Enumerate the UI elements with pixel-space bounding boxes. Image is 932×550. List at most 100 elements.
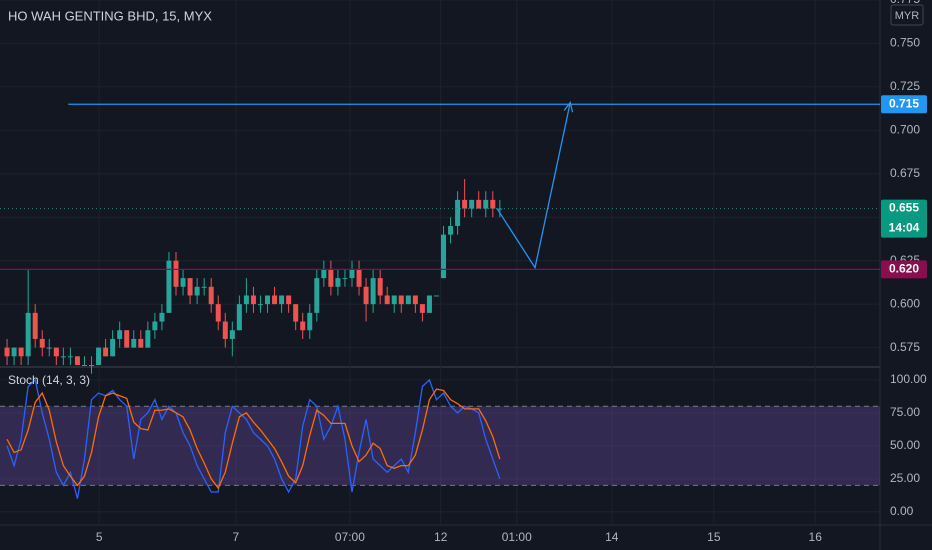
projection bbox=[496, 102, 571, 270]
candle-body bbox=[469, 199, 475, 209]
candle-body bbox=[222, 321, 228, 339]
price-tag bbox=[881, 260, 927, 279]
candle-body bbox=[384, 295, 390, 305]
candle-body bbox=[201, 286, 207, 288]
x-tick-label: 7 bbox=[232, 530, 239, 544]
candle-body bbox=[426, 295, 432, 313]
candle-body bbox=[377, 278, 383, 296]
y2-tick-label: 25.00 bbox=[890, 471, 920, 485]
y-tick-label: 0.700 bbox=[890, 123, 920, 137]
candle-body bbox=[96, 347, 102, 365]
candle-body bbox=[279, 295, 285, 305]
projection-head bbox=[563, 101, 574, 113]
candle-body bbox=[60, 356, 66, 358]
currency-box[interactable] bbox=[890, 4, 924, 26]
y2-tick-label: 75.00 bbox=[890, 405, 920, 419]
x-tick-label: 07:00 bbox=[335, 530, 365, 544]
candle-body bbox=[187, 278, 193, 296]
candle-body bbox=[349, 269, 355, 279]
candle-body bbox=[138, 338, 144, 348]
candle-body bbox=[433, 295, 439, 297]
candle-body bbox=[74, 356, 80, 365]
candle-body bbox=[490, 199, 496, 209]
candle-body bbox=[342, 278, 348, 280]
x-tick-label: 15 bbox=[707, 530, 721, 544]
candle-body bbox=[53, 347, 59, 357]
candle-body bbox=[391, 295, 397, 305]
stoch-band bbox=[0, 406, 880, 486]
candle-body bbox=[314, 278, 320, 313]
candle-body bbox=[152, 321, 158, 331]
currency[interactable]: MYR bbox=[895, 10, 920, 22]
candle-body bbox=[173, 260, 179, 287]
candle-body bbox=[356, 269, 362, 287]
y-tick-label: 0.600 bbox=[890, 296, 920, 310]
y-tick-label: 0.575 bbox=[890, 340, 920, 354]
y2-tick-label: 100.00 bbox=[890, 372, 927, 386]
candle-body bbox=[476, 199, 482, 209]
candle-body bbox=[89, 365, 95, 366]
candle-body bbox=[166, 260, 172, 313]
y-tick-label: 0.775 bbox=[890, 0, 920, 6]
candle-body bbox=[32, 312, 38, 339]
candle-body bbox=[455, 199, 461, 226]
candle-body bbox=[257, 304, 263, 306]
candle-body bbox=[335, 278, 341, 287]
candle-body bbox=[272, 295, 278, 305]
candle-body bbox=[483, 199, 489, 209]
countdown: 14:04 bbox=[889, 221, 920, 235]
candle-body bbox=[293, 304, 299, 322]
candle-body bbox=[462, 199, 468, 209]
candle-body bbox=[81, 365, 87, 366]
candle-body bbox=[243, 295, 249, 305]
y2-tick-label: 50.00 bbox=[890, 438, 920, 452]
stoch-line bbox=[6, 378, 501, 499]
x-tick-label: 01:00 bbox=[502, 530, 532, 544]
candle-body bbox=[215, 304, 221, 322]
x-tick-label: 14 bbox=[605, 530, 619, 544]
candle-body bbox=[412, 295, 418, 305]
candle-body bbox=[405, 295, 411, 305]
price-tag-label: 0.715 bbox=[889, 96, 919, 110]
y2-tick-label: 0.00 bbox=[890, 504, 914, 518]
candle-body bbox=[328, 269, 334, 287]
candle-body bbox=[307, 312, 313, 331]
candle-body bbox=[286, 295, 292, 305]
candle-body bbox=[18, 347, 24, 357]
candle-body bbox=[46, 347, 52, 349]
price-tag-label: 0.620 bbox=[889, 262, 919, 276]
candle-body bbox=[145, 330, 151, 348]
x-tick-label: 16 bbox=[809, 530, 823, 544]
chart-title: HO WAH GENTING BHD, 15, MYX bbox=[8, 8, 212, 23]
candle-body bbox=[250, 295, 256, 305]
candle-body bbox=[208, 286, 214, 305]
candle-body bbox=[321, 269, 327, 279]
price-tag-label: 0.655 bbox=[889, 201, 919, 215]
candle-body bbox=[11, 347, 17, 357]
candle-body bbox=[448, 225, 454, 235]
candle-body bbox=[363, 286, 369, 305]
price-tag bbox=[881, 199, 927, 238]
candle-body bbox=[180, 278, 186, 287]
candle-body bbox=[103, 347, 109, 357]
candle-body bbox=[229, 330, 235, 339]
candle-body bbox=[117, 330, 123, 339]
x-tick-label: 5 bbox=[96, 530, 103, 544]
indicator-title: Stoch (14, 3, 3) bbox=[8, 373, 90, 387]
grid bbox=[0, 0, 880, 525]
tags: 0.715 0.620 0.655 14:04 bbox=[881, 95, 927, 279]
candle-body bbox=[419, 304, 425, 313]
candle-body bbox=[25, 312, 31, 357]
candle-body bbox=[194, 286, 200, 296]
candle-body bbox=[236, 304, 242, 331]
candle-body bbox=[265, 295, 271, 305]
candle-body bbox=[370, 278, 376, 305]
candle-body bbox=[67, 356, 73, 358]
candle-body bbox=[398, 295, 404, 305]
price-tag bbox=[881, 95, 927, 114]
candle-body bbox=[497, 208, 503, 210]
y-tick-label: 0.750 bbox=[890, 36, 920, 50]
